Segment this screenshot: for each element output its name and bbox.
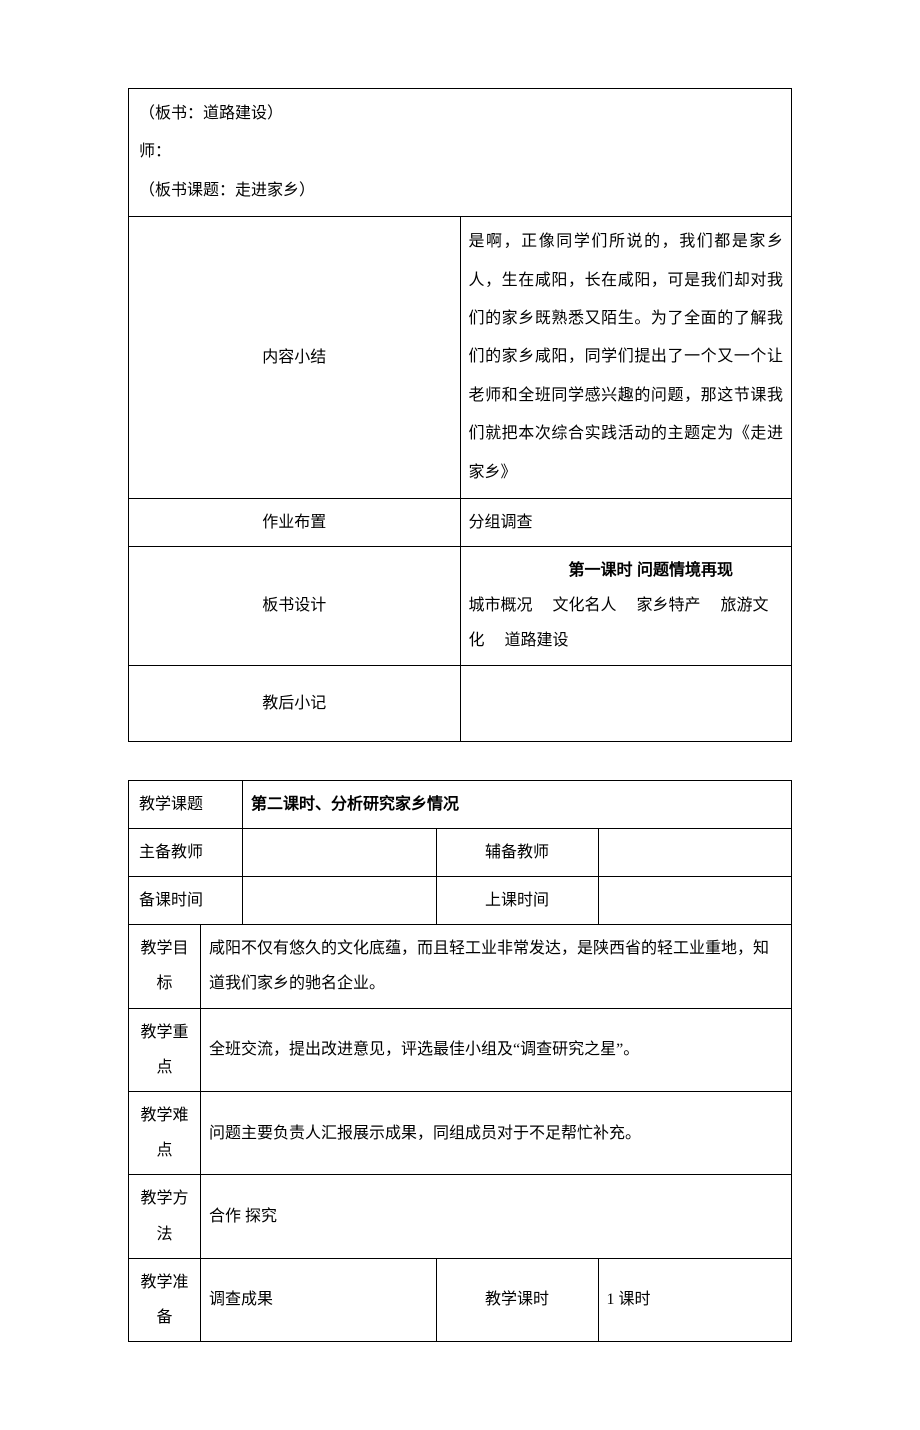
keypoint-text: 全班交流，提出改进意见，评选最佳小组及“调查研究之星”。 [201,1008,792,1091]
summary-text: 是啊，正像同学们所说的，我们都是家乡人，生在咸阳，长在咸阳，可是我们却对我们的家… [460,217,792,499]
class-time-label: 上课时间 [436,877,598,925]
lesson-table-2: 教学课题 第二课时、分析研究家乡情况 主备教师 辅备教师 备课时间 上课时间 教… [128,780,792,1342]
prep-text: 调查成果 [201,1258,437,1341]
topic-value: 第二课时、分析研究家乡情况 [243,780,792,828]
difficulty-text: 问题主要负责人汇报展示成果，同组成员对于不足帮忙补充。 [201,1091,792,1174]
main-teacher-label: 主备教师 [129,828,243,876]
prep-time-label: 备课时间 [129,877,243,925]
board-label: 板书设计 [129,547,461,666]
notes-text [460,665,792,741]
main-teacher-value [243,828,436,876]
topic-label: 教学课题 [129,780,243,828]
sub-teacher-value [598,828,792,876]
sub-teacher-label: 辅备教师 [436,828,598,876]
goal-label: 教学目标 [129,925,201,1008]
hours-label: 教学课时 [436,1258,598,1341]
method-label: 教学方法 [129,1175,201,1258]
difficulty-label: 教学难点 [129,1091,201,1174]
top-line-2: 师： [139,133,781,171]
hours-value: 1 课时 [598,1258,792,1341]
notes-label: 教后小记 [129,665,461,741]
prep-label: 教学准备 [129,1258,201,1341]
top-block: （板书：道路建设） 师： （板书课题：走进家乡） [129,89,792,217]
keypoint-label: 教学重点 [129,1008,201,1091]
homework-label: 作业布置 [129,498,461,546]
summary-label: 内容小结 [129,217,461,499]
class-time-value [598,877,792,925]
method-text: 合作 探究 [201,1175,792,1258]
goal-text: 咸阳不仅有悠久的文化底蕴，而且轻工业非常发达，是陕西省的轻工业重地，知道我们家乡… [201,925,792,1008]
homework-text: 分组调查 [460,498,792,546]
board-items: 城市概况 文化名人 家乡特产 旅游文化 道路建设 [469,588,784,658]
board-content: 第一课时 问题情境再现 城市概况 文化名人 家乡特产 旅游文化 道路建设 [460,547,792,666]
top-line-1: （板书：道路建设） [139,95,781,133]
top-line-3: （板书课题：走进家乡） [139,172,781,210]
lesson-table-1: （板书：道路建设） 师： （板书课题：走进家乡） 内容小结 是啊，正像同学们所说… [128,88,792,742]
board-title: 第一课时 问题情境再现 [469,553,784,588]
prep-time-value [243,877,436,925]
table-gap [128,742,792,780]
